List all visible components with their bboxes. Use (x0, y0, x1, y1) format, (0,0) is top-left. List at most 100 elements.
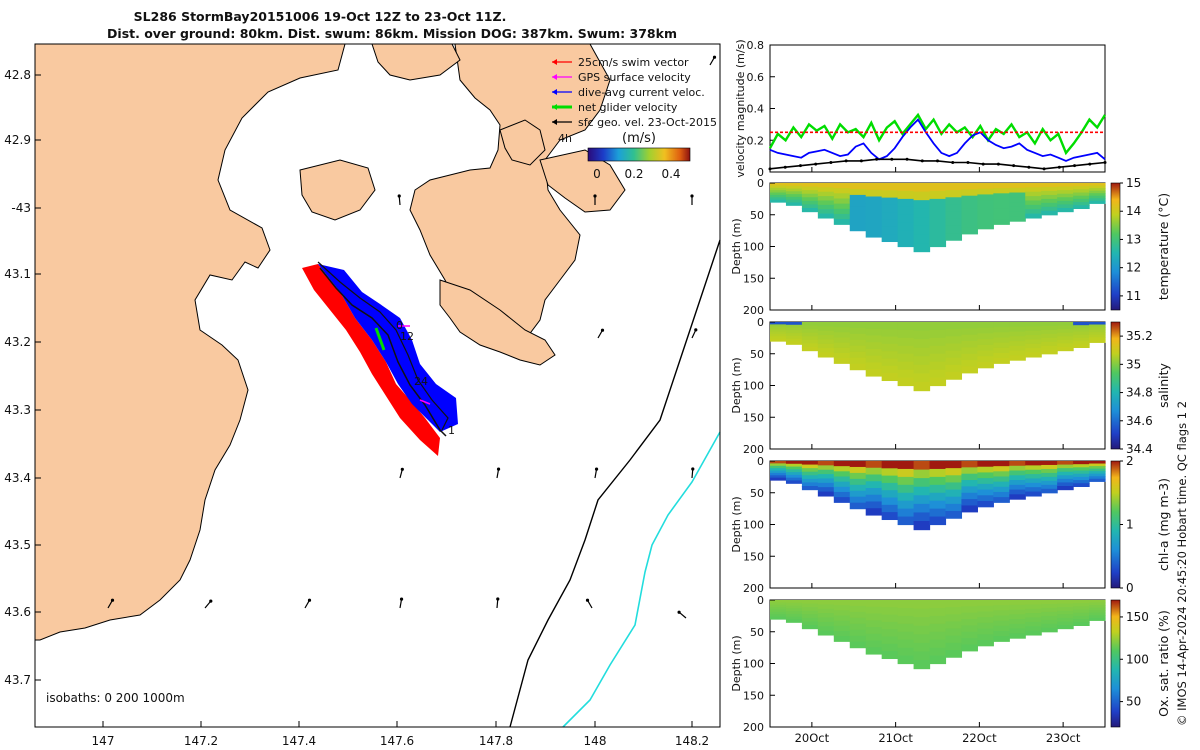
temperature-section-cell (785, 199, 803, 204)
salinity-section-cell (770, 322, 787, 325)
salinity-section-cell (785, 341, 803, 345)
chl-a-section-cell (1089, 471, 1106, 475)
temperature-section-cell (897, 214, 915, 224)
land-island-bruny (299, 159, 376, 221)
oxygen-section-cell (849, 605, 867, 613)
temperature-section-cell (770, 185, 787, 189)
oxygen-section-cell (993, 605, 1010, 611)
salinity-section-cell (865, 335, 883, 343)
geo-vector-head (690, 194, 694, 198)
salinity-section-cell (881, 365, 899, 374)
oxygen-section-cell (945, 621, 963, 630)
chl-a-section-cell (929, 500, 947, 510)
lat-tick-label: 43.1 (4, 267, 31, 281)
oxygen-section-cell (849, 635, 867, 643)
chl-a-section-cell (913, 486, 931, 496)
salinity-section-cell (945, 329, 963, 337)
temperature-section-cell (817, 191, 835, 197)
temperature-section-cell (897, 190, 915, 200)
temperature-section-cell (817, 196, 835, 202)
oxygen-section-cell (1089, 617, 1106, 621)
oxygen-section-cell (1009, 604, 1026, 611)
oxygen-section-cell (1057, 621, 1074, 626)
temperature-section-cell (770, 187, 787, 191)
temperature-section-cell (865, 183, 883, 191)
oxygen-section-cell (1057, 610, 1074, 615)
salinity-ytick-label: 50 (750, 348, 764, 361)
temperature-section-cell (849, 212, 867, 220)
chl-a-section-cell (977, 478, 994, 485)
chl-a-section-cell (1025, 469, 1042, 475)
oxygen-section-cell (801, 617, 819, 623)
oxygen-section-cell (1057, 603, 1074, 608)
chl-a-section-cell (1041, 484, 1058, 490)
temperature-section-cell (993, 213, 1010, 220)
track-line (319, 267, 447, 437)
oxygen-section-cell (817, 621, 835, 627)
chl-a-section-cell (945, 461, 963, 469)
salinity-section-cell (945, 350, 963, 359)
chl-a-section-cell (801, 471, 819, 476)
salinity-section-cell (1009, 336, 1026, 342)
lon-tick-label: 148.2 (675, 734, 709, 748)
salinity-section-cell (977, 339, 994, 346)
oxygen-section-cell (1089, 605, 1106, 609)
salinity-section-cell (945, 372, 963, 380)
oxygen-section-cell (865, 647, 883, 655)
oxygen-section-cell (977, 611, 994, 618)
salinity-section-cell (993, 358, 1010, 364)
oxygen-section-cell (945, 642, 963, 651)
chl-a-section-cell (977, 489, 994, 496)
salinity-section-cell (1041, 329, 1058, 335)
chl-a-section-cell (929, 484, 947, 494)
salinity-section-cell (977, 327, 994, 335)
salinity-section-cell (881, 329, 899, 338)
oxygen-section-cell (961, 631, 978, 639)
chl-a-section-cell (945, 503, 963, 512)
lon-axis: 147 147.2 147.4 147.6 147.8 148 148.2 (92, 721, 709, 748)
salinity-section-cell (1057, 343, 1074, 348)
salinity-section-cell (1009, 345, 1026, 352)
oxygen-section-cell (833, 615, 851, 622)
temperature-section-cell (833, 198, 851, 205)
chl-a-section-cell (865, 474, 883, 482)
oxygen-section-cell (801, 603, 819, 608)
chl-a-section-cell (1089, 473, 1106, 477)
salinity-section-cell (1089, 339, 1106, 343)
oxygen-section-cell (1089, 610, 1106, 614)
salinity-section-cell (881, 336, 899, 345)
temperature-section-cell (945, 197, 963, 206)
salinity-section-cell (945, 336, 963, 345)
oxygen-section-cell (881, 643, 899, 652)
oxygen-ylabel: Depth (m) (730, 635, 743, 691)
temperature-ytick-label: 0 (757, 177, 764, 190)
oxygen-section-cell (881, 651, 899, 660)
footer-credit: © IMOS 14-Apr-2024 20:45:20 Hobart time.… (1175, 401, 1189, 726)
salinity-section-cell (801, 336, 819, 341)
chl-a-section-cell (945, 468, 963, 476)
chl-a-section-cell (1009, 484, 1026, 491)
chl-a-section-cell (1009, 480, 1026, 486)
salinity-section-cell (897, 329, 915, 339)
salinity-section-cell (945, 364, 963, 373)
temperature-section-cell (1073, 183, 1090, 187)
temperature-section-cell (1025, 209, 1042, 215)
chl-a-section-cell (1041, 472, 1058, 478)
temperature-section-cell (801, 193, 819, 198)
oxygen-section-cell (770, 607, 787, 611)
salinity-section-cell (833, 358, 851, 364)
chl-a-section-cell (865, 467, 883, 476)
chl-a-section-cell (1025, 482, 1042, 488)
oxygen-section-cell (993, 625, 1010, 632)
salinity-section-cell (961, 322, 978, 329)
oxygen-section-cell (1009, 609, 1026, 615)
oxygen-section-cell (961, 600, 978, 607)
oxygen-section-cell (913, 617, 931, 627)
oxygen-section-cell (865, 600, 883, 608)
salinity-section-cell (865, 322, 883, 330)
oxygen-section-cell (993, 620, 1010, 627)
lon-tick-label: 147.2 (184, 734, 218, 748)
velocity-ytick-label: 0.6 (747, 71, 765, 84)
temperature-section-cell (897, 206, 915, 216)
geo-vector-head (712, 55, 717, 59)
